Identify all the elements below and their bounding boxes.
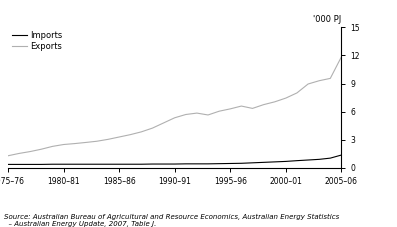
Legend: Imports, Exports: Imports, Exports: [12, 31, 63, 51]
Imports: [139, 163, 144, 165]
Imports: [217, 162, 222, 165]
Exports: [183, 113, 188, 116]
Exports: [139, 131, 144, 133]
Exports: [239, 105, 244, 107]
Exports: [306, 83, 310, 85]
Imports: [228, 162, 233, 165]
Exports: [172, 116, 177, 119]
Exports: [61, 143, 66, 146]
Exports: [272, 101, 277, 103]
Line: Imports: Imports: [8, 155, 341, 164]
Imports: [272, 160, 277, 163]
Exports: [295, 91, 299, 94]
Exports: [106, 138, 110, 141]
Exports: [283, 97, 288, 99]
Imports: [195, 163, 199, 165]
Imports: [283, 160, 288, 163]
Imports: [6, 163, 10, 166]
Imports: [183, 163, 188, 165]
Imports: [50, 163, 55, 165]
Imports: [161, 163, 166, 165]
Exports: [250, 107, 255, 110]
Imports: [250, 161, 255, 164]
Exports: [17, 152, 21, 155]
Exports: [117, 136, 121, 138]
Exports: [83, 141, 88, 144]
Exports: [150, 127, 155, 129]
Imports: [17, 163, 21, 166]
Imports: [83, 163, 88, 165]
Imports: [306, 159, 310, 161]
Imports: [28, 163, 33, 166]
Imports: [117, 163, 121, 165]
Imports: [328, 157, 333, 160]
Imports: [150, 163, 155, 165]
Exports: [328, 77, 333, 80]
Exports: [39, 148, 44, 151]
Line: Exports: Exports: [8, 57, 341, 156]
Imports: [317, 158, 322, 161]
Exports: [339, 55, 344, 58]
Exports: [261, 103, 266, 106]
Exports: [317, 79, 322, 82]
Exports: [72, 142, 77, 145]
Imports: [61, 163, 66, 165]
Imports: [39, 163, 44, 166]
Imports: [106, 163, 110, 165]
Imports: [206, 163, 210, 165]
Exports: [228, 108, 233, 110]
Imports: [172, 163, 177, 165]
Text: Source: Australian Bureau of Agricultural and Resource Economics, Australian Ene: Source: Australian Bureau of Agricultura…: [4, 214, 339, 227]
Text: '000 PJ: '000 PJ: [313, 15, 341, 25]
Imports: [72, 163, 77, 165]
Imports: [239, 162, 244, 165]
Exports: [50, 145, 55, 148]
Imports: [261, 161, 266, 164]
Exports: [6, 154, 10, 157]
Exports: [206, 114, 210, 116]
Exports: [94, 140, 99, 143]
Exports: [128, 133, 133, 136]
Exports: [28, 150, 33, 153]
Exports: [161, 122, 166, 124]
Imports: [94, 163, 99, 165]
Exports: [217, 110, 222, 113]
Imports: [128, 163, 133, 165]
Exports: [195, 112, 199, 114]
Imports: [339, 154, 344, 156]
Imports: [295, 159, 299, 162]
